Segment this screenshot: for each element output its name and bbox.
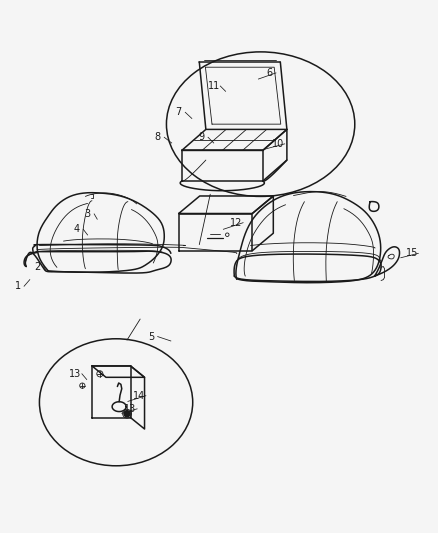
Text: 3: 3 [85,209,91,219]
Text: 12: 12 [230,217,243,228]
Text: 10: 10 [272,139,284,149]
Text: 15: 15 [406,248,418,259]
Text: 8: 8 [155,132,161,142]
Text: 14: 14 [133,391,145,401]
Circle shape [124,410,130,417]
Text: 11: 11 [208,81,220,91]
Text: 4: 4 [74,224,80,235]
Text: 13: 13 [69,369,81,379]
Text: 1: 1 [14,281,21,291]
Text: 6: 6 [266,68,272,78]
Text: 2: 2 [34,262,40,271]
Text: 7: 7 [176,107,182,117]
Text: 9: 9 [198,132,205,142]
Text: 13: 13 [124,404,137,414]
Text: 5: 5 [148,332,154,342]
